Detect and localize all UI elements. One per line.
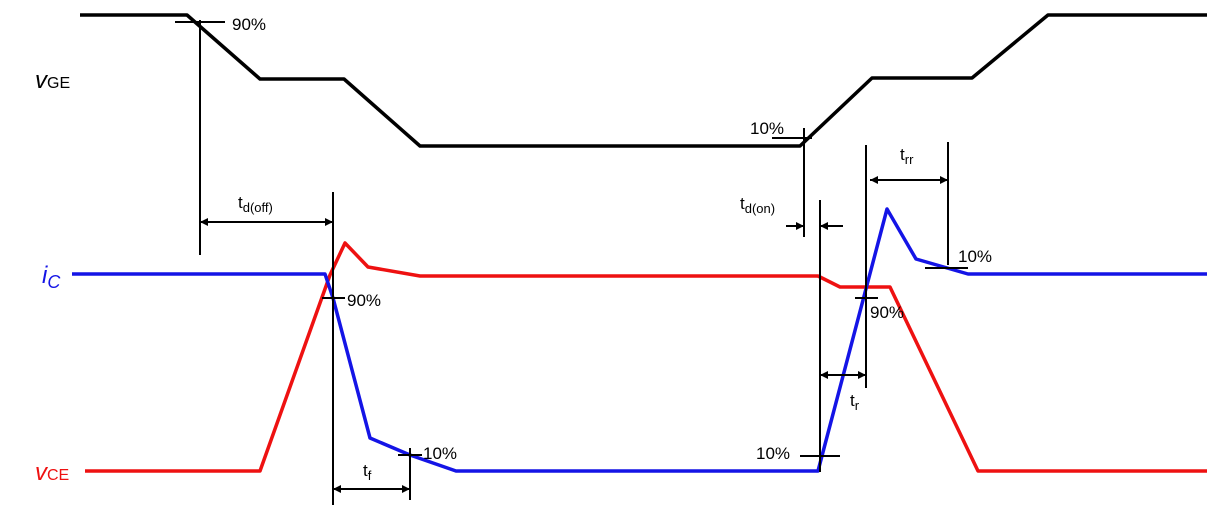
label-ic-90-on: 90% (870, 303, 904, 322)
vce-waveform (85, 241, 1207, 473)
label-td-off: td(off) (238, 193, 273, 215)
label-trr: trr (900, 145, 914, 167)
signal-vce-sub: CE (47, 467, 69, 484)
trr-main: t (900, 145, 905, 164)
label-vge-90: 90% (232, 15, 266, 34)
td-on-sub: d(on) (745, 201, 775, 216)
ic-waveform (72, 207, 1207, 473)
signal-vge-sub: GE (47, 75, 70, 92)
tick-marks (175, 21, 968, 457)
label-ic-10-on: 10% (756, 444, 790, 463)
signal-label-ic: iC (42, 262, 61, 292)
tr-sub: r (855, 398, 860, 413)
vge-waveform (80, 13, 1207, 148)
label-ic-10-rr: 10% (958, 247, 992, 266)
trr-sub: rr (905, 152, 914, 167)
label-ic-10-off: 10% (423, 444, 457, 463)
td-on-main: t (740, 194, 745, 213)
signal-vce-main: v (35, 459, 49, 486)
td-off-sub: d(off) (243, 200, 273, 215)
signal-ic-main: i (42, 262, 48, 289)
tf-main: t (363, 461, 368, 480)
signal-vge-main: v (35, 67, 49, 94)
label-tr: tr (850, 391, 860, 413)
tr-main: t (850, 391, 855, 410)
tf-sub: f (368, 468, 372, 483)
label-vge-10: 10% (750, 119, 784, 138)
label-tf: tf (363, 461, 372, 483)
timing-arrows (200, 176, 948, 493)
label-td-on: td(on) (740, 194, 775, 216)
label-ic-90-off: 90% (347, 291, 381, 310)
td-off-main: t (238, 193, 243, 212)
signal-label-vce: vCE (35, 459, 69, 486)
signal-label-vge: vGE (35, 67, 70, 94)
reference-lines (199, 20, 949, 505)
signal-ic-sub: C (47, 272, 61, 292)
